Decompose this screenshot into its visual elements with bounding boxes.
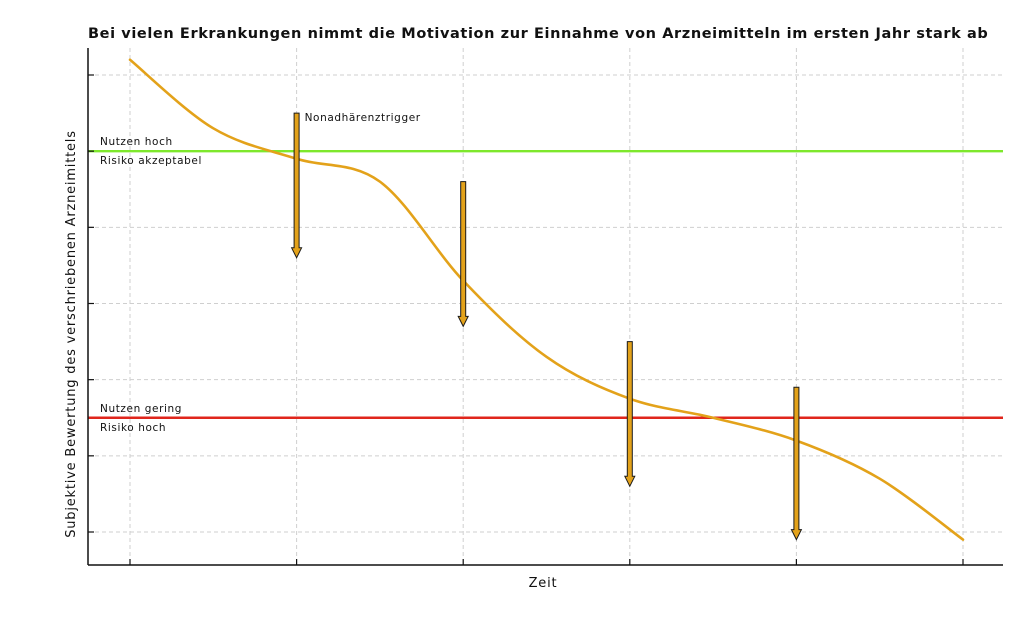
- chart-title: Bei vielen Erkrankungen nimmt die Motiva…: [88, 26, 988, 42]
- axes: [87, 48, 1003, 566]
- x-axis-label: Zeit: [529, 576, 558, 591]
- y-axis-label: Subjektive Bewertung des verschriebenen …: [64, 130, 79, 538]
- down-arrow-2: [457, 181, 470, 328]
- down-arrow-1: [290, 112, 303, 259]
- series-line: [128, 58, 965, 541]
- down-arrow-4: [790, 386, 803, 541]
- arrow-label: Nonadhärenztrigger: [305, 112, 421, 124]
- down-arrow-3: [623, 341, 636, 488]
- threshold-lines: Nutzen hoch Risiko akzeptabel Nutzen gerin…: [88, 136, 1003, 434]
- threshold-label-lower-below: Risiko hoch: [100, 422, 166, 434]
- series-layer: [128, 58, 965, 541]
- threshold-label-upper-below: Risiko akzeptabel: [100, 155, 202, 167]
- grid: [88, 48, 1003, 565]
- arrow-annotations: Nonadhärenztrigger: [290, 112, 803, 541]
- threshold-label-upper-above: Nutzen hoch: [100, 136, 173, 148]
- threshold-label-lower-above: Nutzen gering: [100, 403, 182, 415]
